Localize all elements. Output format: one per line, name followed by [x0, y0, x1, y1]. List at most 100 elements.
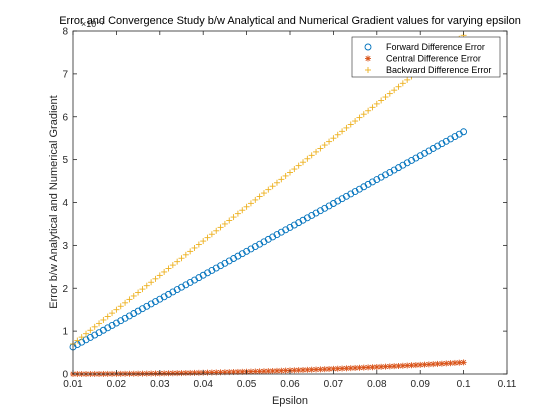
data-point [334, 131, 341, 138]
data-point [265, 186, 272, 193]
legend: Forward Difference Error Central Differen… [351, 36, 501, 78]
data-point [122, 299, 129, 306]
data-point [213, 227, 220, 234]
x-tick-label: 0.02 [107, 379, 127, 390]
data-point [412, 362, 419, 369]
data-point [117, 303, 124, 310]
data-point [308, 366, 315, 373]
data-point [104, 313, 111, 320]
data-point [221, 220, 228, 227]
data-point [395, 83, 402, 90]
data-point [265, 368, 272, 375]
x-tick-label: 0.1 [457, 379, 471, 390]
data-point [443, 360, 450, 367]
data-point [365, 107, 372, 114]
data-point [399, 80, 406, 87]
data-point [130, 292, 137, 299]
data-point [204, 234, 211, 241]
x-tick-label: 0.04 [193, 379, 213, 390]
data-point [382, 94, 389, 101]
data-point [321, 142, 328, 149]
data-point [247, 200, 254, 207]
data-point [139, 286, 146, 293]
data-point [100, 316, 107, 323]
data-point [96, 320, 103, 327]
data-point [161, 268, 168, 275]
data-point [391, 363, 398, 370]
data-point [421, 361, 428, 368]
data-point [330, 135, 337, 142]
data-point [91, 323, 98, 330]
data-point [182, 251, 189, 258]
data-point [434, 360, 441, 367]
legend-marker [365, 55, 371, 62]
data-point [399, 362, 406, 369]
data-point [83, 330, 90, 337]
chart-title: Error and Convergence Study b/w Analytic… [59, 15, 521, 27]
data-point [230, 214, 237, 221]
data-point [460, 128, 468, 136]
data-point [256, 193, 263, 200]
data-point [317, 366, 324, 373]
data-point [339, 128, 346, 135]
data-point [169, 262, 176, 269]
data-point [195, 241, 202, 248]
data-point [391, 87, 398, 94]
data-point [252, 196, 259, 203]
data-point [187, 248, 194, 255]
data-point [178, 255, 185, 262]
data-point [273, 179, 280, 186]
data-point [234, 368, 241, 375]
data-point [347, 121, 354, 128]
data-point [373, 100, 380, 107]
data-point [404, 362, 411, 369]
data-point [460, 359, 467, 366]
data-point [447, 360, 454, 367]
data-point [369, 364, 376, 371]
data-point [317, 145, 324, 152]
data-point [260, 190, 267, 197]
data-point [126, 296, 133, 303]
y-tick-label: 8 [62, 27, 68, 38]
data-point [165, 265, 172, 272]
data-point [295, 162, 302, 169]
x-tick-label: 0.11 [498, 379, 517, 390]
data-point [308, 152, 315, 159]
data-point [148, 279, 155, 286]
data-point [135, 289, 142, 296]
y-tick-label: 6 [62, 112, 68, 123]
data-point [304, 155, 311, 162]
data-point [226, 217, 233, 224]
x-tick-label: 0.03 [150, 379, 170, 390]
y-tick-label: 2 [62, 284, 68, 295]
data-point [200, 238, 207, 245]
data-point [217, 224, 224, 231]
y-ticks: 0 1 2 3 4 5 6 7 8 [62, 27, 507, 381]
data-point [243, 203, 250, 210]
y-tick-label: 7 [62, 69, 68, 80]
x-tick-label: 0.09 [410, 379, 430, 390]
data-point [278, 176, 285, 183]
x-axis-label: Epsilon [272, 395, 308, 407]
data-point [273, 367, 280, 374]
data-point [360, 364, 367, 371]
data-point [347, 365, 354, 372]
legend-marker [364, 43, 372, 51]
data-point [148, 370, 155, 377]
x-tick-label: 0.06 [280, 379, 300, 390]
x-tick-label: 0.05 [237, 379, 257, 390]
data-point [78, 334, 85, 341]
legend-label: Forward Difference Error [386, 42, 485, 52]
data-point [291, 367, 298, 374]
y-exponent-label: ×10⁻⁷ [81, 19, 104, 29]
data-point [300, 159, 307, 166]
legend-label: Backward Difference Error [386, 65, 491, 75]
y-axis-label: Error b/w Analytical and Numerical Gradi… [48, 95, 60, 308]
legend-label: Central Difference Error [386, 54, 481, 64]
data-point [356, 114, 363, 121]
data-point [113, 306, 120, 313]
data-point [239, 207, 246, 214]
data-point [143, 282, 150, 289]
x-tick-label: 0.07 [324, 379, 344, 390]
data-point [74, 337, 81, 344]
